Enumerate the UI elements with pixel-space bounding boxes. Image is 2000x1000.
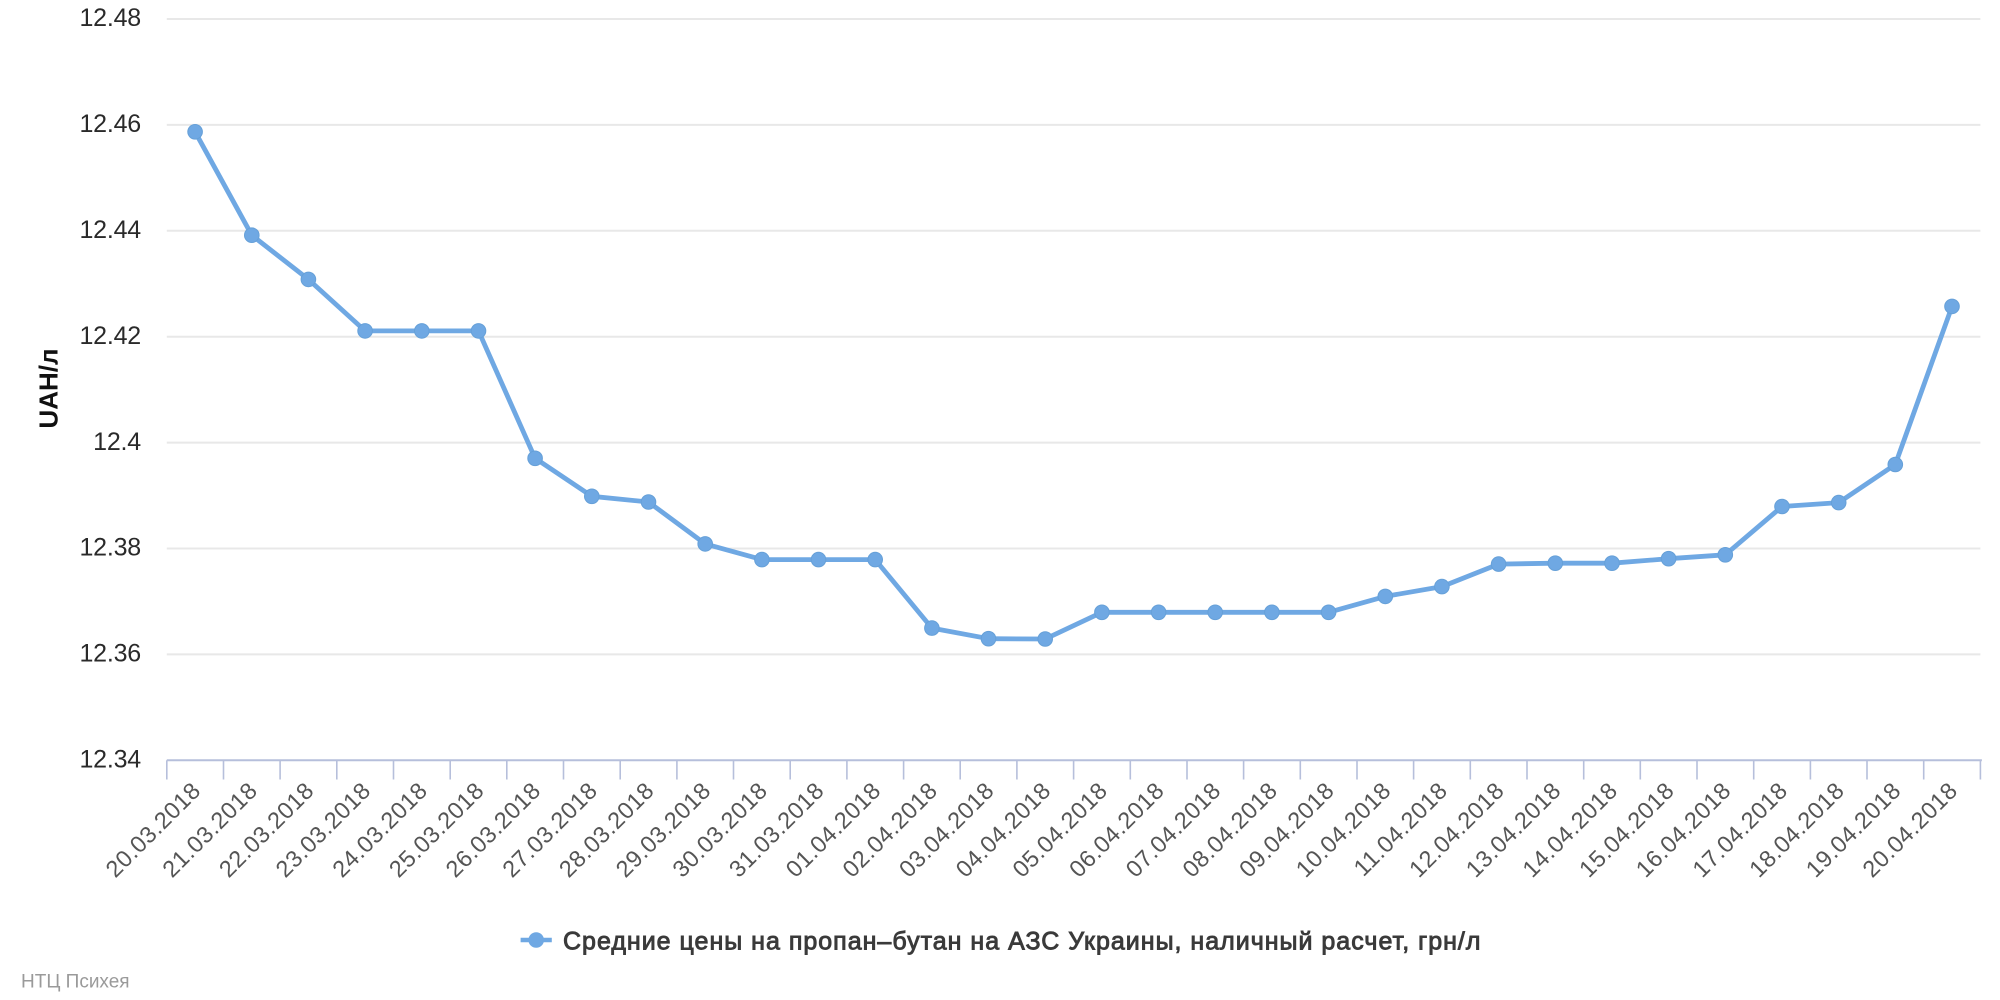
svg-text:12.34: 12.34 [79, 746, 141, 774]
svg-text:12.46: 12.46 [79, 110, 141, 138]
svg-text:12.36: 12.36 [79, 640, 141, 668]
svg-text:12.38: 12.38 [79, 534, 141, 562]
svg-text:UAH/л: UAH/л [34, 348, 64, 428]
svg-text:12.44: 12.44 [79, 216, 141, 244]
svg-text:12.42: 12.42 [79, 322, 141, 350]
svg-text:НТЦ Психея: НТЦ Психея [21, 972, 130, 993]
svg-text:12.4: 12.4 [93, 428, 141, 456]
svg-text:12.48: 12.48 [79, 4, 141, 32]
svg-text:Средние цены на пропан–бутан н: Средние цены на пропан–бутан на АЗС Укра… [563, 927, 1481, 955]
